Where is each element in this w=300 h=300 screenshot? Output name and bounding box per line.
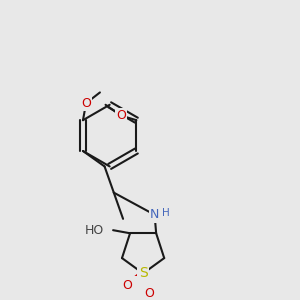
Text: HO: HO [85,224,104,237]
Text: H: H [163,208,170,218]
Text: S: S [139,266,148,280]
Text: O: O [81,97,91,110]
Text: O: O [116,109,126,122]
Text: N: N [150,208,159,221]
Text: O: O [144,287,154,300]
Text: O: O [123,279,133,292]
